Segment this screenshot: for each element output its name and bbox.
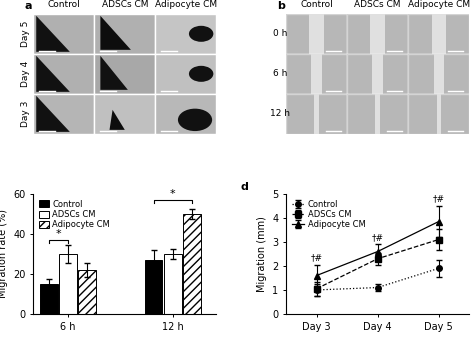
Bar xyxy=(309,14,324,54)
Polygon shape xyxy=(109,110,125,130)
Bar xyxy=(94,54,155,94)
Text: Day 5: Day 5 xyxy=(21,21,30,47)
Bar xyxy=(408,14,469,54)
Text: a: a xyxy=(24,1,31,11)
Bar xyxy=(145,260,163,314)
Bar xyxy=(94,94,155,134)
Text: ADSCs CM: ADSCs CM xyxy=(355,0,401,9)
Bar xyxy=(286,94,314,134)
Y-axis label: Migration (mm): Migration (mm) xyxy=(256,216,266,292)
Legend: Control, ADSCs CM, Adipocyte CM: Control, ADSCs CM, Adipocyte CM xyxy=(290,198,367,231)
Circle shape xyxy=(189,26,213,42)
Bar xyxy=(385,14,408,54)
Y-axis label: Migration rate (%): Migration rate (%) xyxy=(0,209,8,298)
Bar xyxy=(164,254,182,314)
Text: Adipocyte CM: Adipocyte CM xyxy=(408,0,470,9)
Bar xyxy=(347,54,408,94)
Text: †#: †# xyxy=(433,195,445,204)
Bar xyxy=(437,94,441,134)
Bar xyxy=(183,214,201,314)
Bar xyxy=(375,94,380,134)
Bar xyxy=(383,54,408,94)
Bar xyxy=(33,54,94,94)
Bar xyxy=(434,54,444,94)
Bar xyxy=(314,94,319,134)
Text: Adipocyte CM: Adipocyte CM xyxy=(155,0,217,9)
Text: Day 4: Day 4 xyxy=(21,61,30,87)
Bar xyxy=(408,94,437,134)
Bar xyxy=(286,14,347,54)
Text: ADSCs CM: ADSCs CM xyxy=(101,0,148,9)
Text: Day 3: Day 3 xyxy=(21,101,30,127)
Text: *: * xyxy=(170,189,175,199)
Bar xyxy=(322,54,347,94)
Text: 6 h: 6 h xyxy=(273,69,287,78)
Bar xyxy=(347,54,373,94)
Text: *: * xyxy=(55,229,61,239)
Bar xyxy=(380,94,408,134)
Bar xyxy=(444,54,469,94)
Bar xyxy=(311,54,322,94)
Bar xyxy=(324,14,347,54)
Bar xyxy=(432,14,446,54)
Bar xyxy=(347,14,370,54)
Bar xyxy=(33,94,94,134)
Bar xyxy=(441,94,469,134)
Bar xyxy=(33,14,94,54)
Text: b: b xyxy=(277,1,285,11)
Bar xyxy=(286,14,309,54)
Circle shape xyxy=(178,109,212,131)
Bar xyxy=(408,54,469,94)
Bar xyxy=(408,54,434,94)
Bar xyxy=(408,94,469,134)
Bar xyxy=(78,270,96,314)
Text: Control: Control xyxy=(47,0,80,9)
Bar xyxy=(370,14,385,54)
Polygon shape xyxy=(100,56,128,90)
Bar xyxy=(347,94,375,134)
Text: †#: †# xyxy=(310,253,323,262)
Circle shape xyxy=(189,66,213,82)
Text: 0 h: 0 h xyxy=(273,29,287,38)
Bar xyxy=(155,94,217,134)
Bar xyxy=(408,14,432,54)
Text: Control: Control xyxy=(300,0,333,9)
Bar xyxy=(40,284,58,314)
Bar xyxy=(155,14,217,54)
Bar xyxy=(373,54,383,94)
Bar xyxy=(155,54,217,94)
Text: 12 h: 12 h xyxy=(270,109,290,118)
Bar xyxy=(286,54,311,94)
Bar xyxy=(446,14,469,54)
Bar xyxy=(286,54,347,94)
Bar xyxy=(319,94,347,134)
Bar xyxy=(286,94,347,134)
Polygon shape xyxy=(36,56,70,92)
Polygon shape xyxy=(36,16,70,52)
Bar xyxy=(347,94,408,134)
Text: d: d xyxy=(240,182,248,192)
Bar xyxy=(347,14,408,54)
Polygon shape xyxy=(100,16,131,50)
Legend: Control, ADSCs CM, Adipocyte CM: Control, ADSCs CM, Adipocyte CM xyxy=(37,198,112,231)
Polygon shape xyxy=(36,96,70,132)
Text: †#: †# xyxy=(372,233,383,242)
Bar xyxy=(59,254,77,314)
Bar xyxy=(94,14,155,54)
